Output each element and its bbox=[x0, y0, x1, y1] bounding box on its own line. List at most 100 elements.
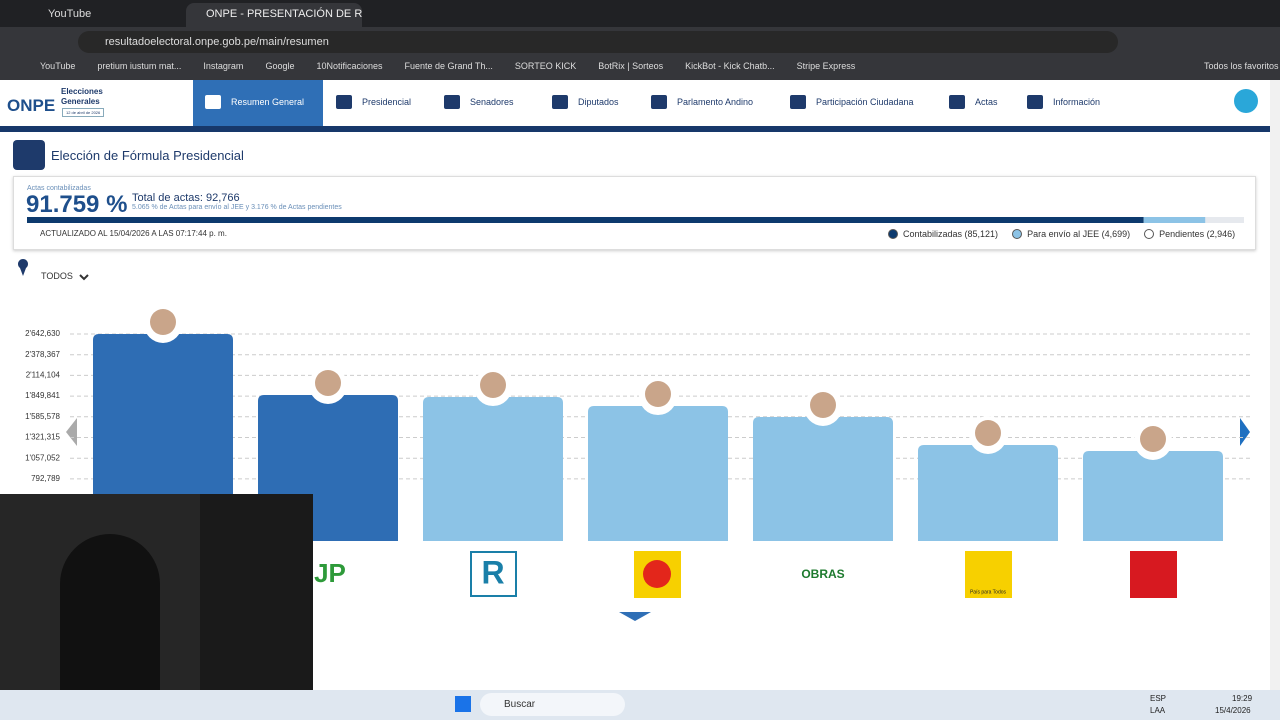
nav-icon[interactable] bbox=[205, 95, 221, 109]
party-logo: JP bbox=[314, 558, 346, 588]
tab[interactable]: YouTube bbox=[48, 8, 92, 20]
candidate-face bbox=[150, 309, 176, 335]
progress-segment bbox=[1143, 217, 1206, 223]
event: Elecciones Generales bbox=[61, 87, 103, 106]
y-tick-label: 2'378,367 bbox=[25, 350, 60, 359]
layout: LAA bbox=[1150, 706, 1166, 715]
bookmark[interactable]: Stripe Express bbox=[796, 61, 856, 71]
bar bbox=[753, 417, 893, 541]
nav-item[interactable]: Actas bbox=[975, 97, 998, 107]
bar bbox=[588, 406, 728, 541]
party-logo: País para Todos bbox=[970, 589, 1007, 595]
language: ESP bbox=[1150, 694, 1167, 703]
clock: 19:29 bbox=[1232, 694, 1253, 703]
expand-arrow[interactable] bbox=[619, 612, 651, 621]
summary-percent: 91.759 % bbox=[26, 191, 128, 218]
y-tick-label: 2'642,630 bbox=[25, 329, 60, 338]
nav-item[interactable]: Parlamento Andino bbox=[677, 97, 754, 107]
bookmark[interactable]: pretium iustum mat... bbox=[97, 61, 182, 71]
scrollbar bbox=[1270, 80, 1280, 690]
bar bbox=[93, 334, 233, 541]
bookmark[interactable]: YouTube bbox=[40, 61, 76, 71]
bookmark[interactable]: SORTEO KICK bbox=[514, 61, 577, 71]
party-logo: R bbox=[481, 554, 504, 590]
legend-label: Pendientes (2,946) bbox=[1159, 229, 1236, 239]
bookmark[interactable]: BotRix | Sorteos bbox=[598, 61, 664, 71]
bar bbox=[423, 397, 563, 541]
legend-item: Pendientes (2,946) bbox=[1144, 229, 1235, 239]
nav-icon[interactable] bbox=[336, 95, 352, 109]
nav-icon[interactable] bbox=[552, 95, 568, 109]
party-logo-box bbox=[1130, 551, 1177, 598]
bookmark[interactable]: KickBot - Kick Chatb... bbox=[685, 61, 775, 71]
bar bbox=[1083, 450, 1223, 541]
y-tick-label: 1'057,052 bbox=[25, 453, 60, 462]
bar bbox=[918, 444, 1058, 541]
section-title: Elección de Fórmula Presidencial bbox=[51, 148, 244, 163]
updated: ACTUALIZADO AL 15/04/2026 A LAS 07:17:44… bbox=[40, 229, 227, 238]
address-bar[interactable] bbox=[78, 31, 1118, 53]
summary-card bbox=[13, 176, 1256, 250]
bookmark[interactable]: Todos los favoritos bbox=[1204, 61, 1279, 71]
candidate-face bbox=[315, 369, 341, 396]
legend-swatch bbox=[1012, 229, 1023, 239]
filter[interactable]: TODOS bbox=[41, 271, 73, 281]
bookmark[interactable]: Instagram bbox=[203, 61, 244, 71]
party-logo: OBRAS bbox=[801, 567, 844, 581]
webcam-overlay bbox=[0, 494, 313, 690]
bookmark[interactable]: 10Notificaciones bbox=[316, 61, 383, 71]
start-button[interactable] bbox=[455, 696, 471, 712]
logo: ONPE bbox=[7, 96, 56, 115]
nav-item[interactable]: Resumen General bbox=[231, 97, 305, 107]
next-arrow[interactable] bbox=[1240, 418, 1250, 446]
taskbar bbox=[0, 690, 1280, 720]
legend-label: Contabilizadas (85,121) bbox=[903, 229, 999, 239]
search-box[interactable] bbox=[480, 693, 625, 716]
nav-icon[interactable] bbox=[949, 95, 965, 109]
summary-total: Total de actas: 92,766 bbox=[132, 192, 240, 204]
bookmark[interactable]: Google bbox=[265, 61, 295, 71]
url[interactable]: resultadoelectoral.onpe.gob.pe/main/resu… bbox=[105, 36, 329, 48]
candidate-face bbox=[975, 419, 1001, 446]
progress-segment bbox=[1205, 217, 1244, 223]
emblem bbox=[13, 140, 45, 170]
y-tick-label: 792,789 bbox=[31, 474, 60, 483]
y-tick-label: 1'321,315 bbox=[25, 433, 60, 442]
nav-item[interactable]: Información bbox=[1053, 97, 1101, 107]
legend: Contabilizadas (85,121) Para envío al JEE… bbox=[888, 229, 1235, 239]
bookmarks-bar: YouTube pretium iustum mat... Instagram Goo… bbox=[40, 61, 855, 71]
nav-item[interactable]: Presidencial bbox=[362, 97, 412, 107]
candidate-face bbox=[1140, 425, 1166, 452]
nav-item[interactable]: Participación Ciudadana bbox=[816, 97, 914, 107]
legend-item: Para envío al JEE (4,699) bbox=[1012, 229, 1130, 239]
summary-note: 5.065 % de Actas para envío al JEE y 3.1… bbox=[132, 204, 342, 211]
nav-icon[interactable] bbox=[790, 95, 806, 109]
accessibility-button[interactable] bbox=[1234, 89, 1258, 113]
nav-icon[interactable] bbox=[1027, 95, 1043, 109]
candidate-face bbox=[645, 381, 671, 408]
bookmark[interactable]: Fuente de Grand Th... bbox=[404, 61, 493, 71]
search-label[interactable]: Buscar bbox=[504, 699, 536, 710]
y-tick-label: 1'849,841 bbox=[25, 391, 60, 400]
pin-icon bbox=[18, 259, 28, 276]
y-tick-label: 2'114,104 bbox=[26, 371, 61, 380]
legend-label: Para envío al JEE (4,699) bbox=[1027, 229, 1131, 239]
nav-item[interactable]: Diputados bbox=[578, 97, 619, 107]
nav-item[interactable]: Senadores bbox=[470, 97, 514, 107]
legend-swatch bbox=[888, 229, 898, 239]
party-logo-sun bbox=[643, 560, 671, 588]
prev-arrow[interactable] bbox=[66, 418, 77, 446]
legend-swatch bbox=[1144, 229, 1155, 239]
nav-icon[interactable] bbox=[444, 95, 460, 109]
progress-segment bbox=[27, 217, 1144, 223]
candidate-face bbox=[810, 392, 836, 419]
chevron bbox=[79, 274, 89, 281]
date: 15/4/2026 bbox=[1215, 706, 1251, 715]
nav-icon[interactable] bbox=[651, 95, 667, 109]
y-tick-label: 1'585,578 bbox=[25, 412, 60, 421]
candidate-face bbox=[480, 372, 506, 399]
tab[interactable]: ONPE - PRESENTACIÓN DE RES bbox=[186, 3, 362, 27]
party-logo-box bbox=[470, 551, 517, 597]
summary-label: Actas contabilizadas bbox=[27, 185, 91, 192]
event-date: 12 de abril de 2026 bbox=[62, 108, 105, 117]
